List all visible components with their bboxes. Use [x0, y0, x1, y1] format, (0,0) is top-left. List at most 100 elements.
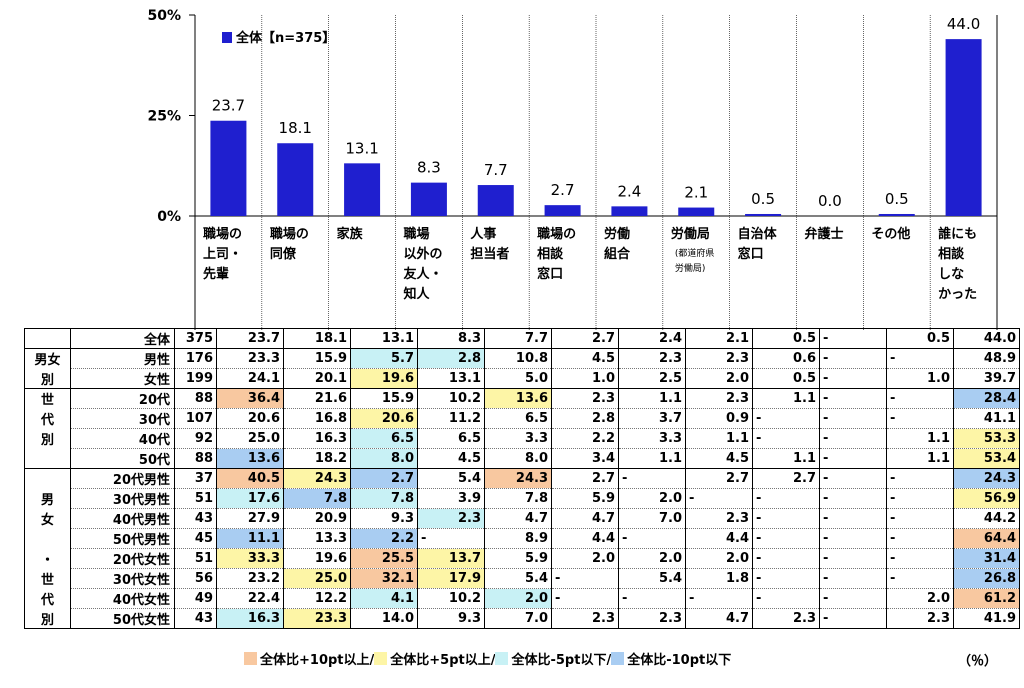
- table-cell: 3.9: [417, 488, 485, 509]
- table-cell: 41.9: [953, 608, 1020, 629]
- table-cell: -: [752, 508, 820, 529]
- table-cell: 25.0: [216, 428, 284, 449]
- bar-value-label: 18.1: [279, 119, 312, 137]
- legend-swatch: [244, 652, 257, 665]
- category-label: 同僚: [270, 246, 297, 262]
- group-label: 代: [24, 408, 71, 429]
- table-cell: 27.9: [216, 508, 284, 529]
- group-label: [24, 328, 71, 349]
- table-cell: 1.1: [752, 448, 820, 469]
- category-label: 相談: [537, 246, 564, 262]
- table-cell: 5.4: [484, 568, 552, 589]
- table-cell: 18.1: [283, 328, 351, 349]
- table-cell: -: [819, 548, 887, 569]
- group-label: 男: [24, 488, 71, 509]
- table-cell: 24.1: [216, 368, 284, 389]
- table-cell: 2.2: [551, 428, 619, 449]
- table-cell: 23.3: [216, 348, 284, 369]
- table-cell: 1.1: [886, 448, 954, 469]
- group-label: ・: [24, 548, 71, 569]
- sample-size: 375: [174, 328, 217, 349]
- table-cell: 11.2: [417, 408, 485, 429]
- table-cell: 24.3: [953, 468, 1020, 489]
- table-cell: 26.8: [953, 568, 1020, 589]
- category-label: 窓口: [738, 246, 764, 262]
- bar: [878, 213, 915, 216]
- category-label: 職場の: [537, 226, 576, 242]
- table-cell: 1.1: [752, 388, 820, 409]
- table-cell: 40.5: [216, 468, 284, 489]
- y-tick-label: 0%: [157, 209, 181, 225]
- table-cell: 3.3: [484, 428, 552, 449]
- table-cell: 5.7: [350, 348, 418, 369]
- category-label: 労働局: [671, 226, 710, 242]
- legend-text: 全体比+10pt以上/: [260, 653, 375, 668]
- table-cell: 9.3: [350, 508, 418, 529]
- table-cell: 0.5: [886, 328, 954, 349]
- table-cell: 4.5: [685, 448, 753, 469]
- table-cell: 24.3: [484, 468, 552, 489]
- table-cell: -: [752, 568, 820, 589]
- legend-swatch: [611, 652, 625, 665]
- table-cell: 17.6: [216, 488, 284, 509]
- table-cell: -: [886, 488, 954, 509]
- table-cell: 13.6: [216, 448, 284, 469]
- table-cell: 0.6: [752, 348, 820, 369]
- table-cell: 2.7: [685, 468, 753, 489]
- table-cell: 1.8: [685, 568, 753, 589]
- table-cell: -: [819, 368, 887, 389]
- table-cell: -: [819, 468, 887, 489]
- table-cell: 2.0: [484, 588, 552, 609]
- group-label: 別: [24, 428, 71, 449]
- table-row: 男 30代男性 51 17.6 7.8 7.8 3.9 7.8 5.9 2.0- - - -56.9: [24, 488, 1020, 509]
- group-label: [24, 528, 71, 549]
- highlight-legend-item: 全体比+5pt以上/: [374, 649, 495, 668]
- table-cell: 0.5: [752, 368, 820, 389]
- table-cell: 0.5: [752, 328, 820, 349]
- table-cell: 41.1: [953, 408, 1020, 429]
- sample-size: 43: [174, 608, 217, 629]
- group-label: 男女: [24, 348, 71, 369]
- group-label: [24, 448, 71, 469]
- table-cell: 12.2: [283, 588, 351, 609]
- bar: [344, 163, 381, 216]
- bar: [277, 143, 314, 216]
- table-row: 50代男性 45 11.1 13.3 2.2-8.9 4.4-4.4- - -64.4: [24, 528, 1020, 549]
- table-cell: 32.1: [350, 568, 418, 589]
- table-cell: 4.1: [350, 588, 418, 609]
- table-cell: -: [819, 528, 887, 549]
- table-row: 別 50代女性 43 16.3 23.3 14.0 9.3 7.0 2.3 2.3 4.7 2.3-2…: [24, 608, 1020, 629]
- category-label: 人事: [470, 226, 496, 242]
- table-cell: -: [819, 608, 887, 629]
- table-cell: 13.1: [350, 328, 418, 349]
- sample-size: 88: [174, 448, 217, 469]
- table-cell: 2.0: [886, 588, 954, 609]
- table-cell: -: [618, 468, 686, 489]
- table-cell: 2.3: [618, 608, 686, 629]
- category-label: しな: [938, 267, 964, 282]
- category-label: 上司・: [203, 247, 242, 262]
- table-cell: -: [618, 588, 686, 609]
- category-label: 先輩: [203, 266, 229, 282]
- group-label: 世: [24, 568, 71, 589]
- row-label: 女性: [70, 368, 175, 389]
- table-cell: 2.3: [685, 388, 753, 409]
- row-label: 20代: [70, 388, 175, 409]
- table-cell: 2.7: [551, 468, 619, 489]
- table-cell: 5.0: [484, 368, 552, 389]
- table-cell: -: [685, 488, 753, 509]
- table-row: 男女 男性 176 23.3 15.9 5.7 2.8 10.8 4.5 2.3 2.3 0.6- -4…: [24, 348, 1020, 369]
- category-label: 自治体: [738, 226, 778, 242]
- table-cell: 2.0: [685, 548, 753, 569]
- table-cell: 2.8: [551, 408, 619, 429]
- table-cell: 2.7: [350, 468, 418, 489]
- table-row: 50代 88 13.6 18.2 8.0 4.5 8.0 3.4 1.1 4.5 1.1-1.1 53…: [24, 448, 1020, 469]
- group-label: 女: [24, 508, 71, 529]
- highlight-legend-item: 全体比-5pt以下/: [495, 649, 611, 668]
- table-cell: 53.4: [953, 448, 1020, 469]
- table-cell: 20.9: [283, 508, 351, 529]
- table-cell: 6.5: [417, 428, 485, 449]
- sample-size: 88: [174, 388, 217, 409]
- highlight-legend-item: 全体比-10pt以下: [611, 649, 731, 668]
- category-subnote: 労働局): [675, 262, 706, 274]
